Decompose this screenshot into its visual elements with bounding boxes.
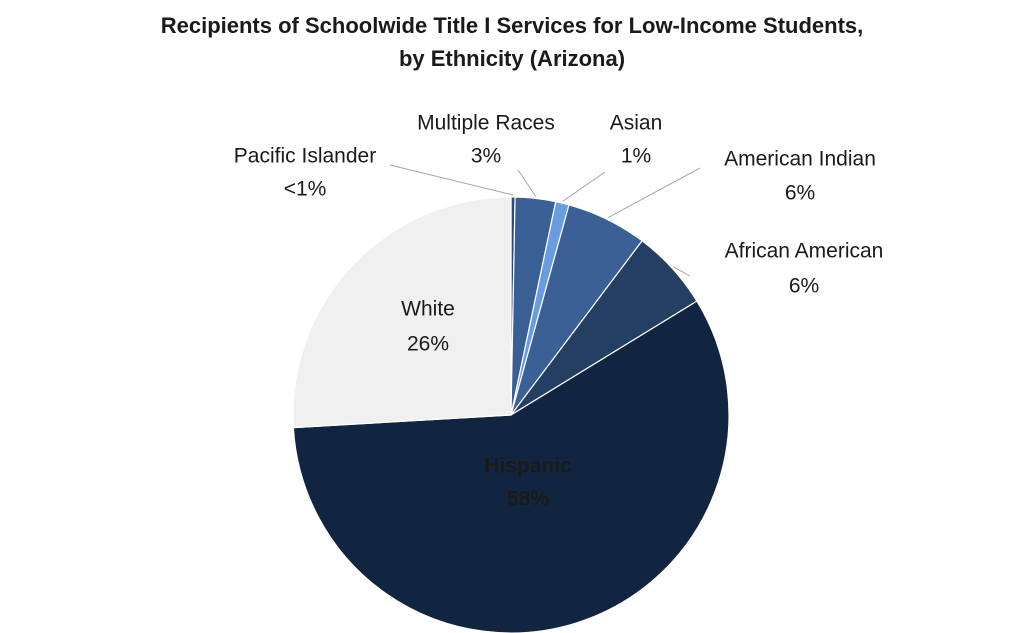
slice-label: Pacific Islander [234, 145, 376, 168]
leader-line [673, 266, 691, 277]
slice-label: Hispanic [484, 455, 572, 478]
value-label: 1% [621, 145, 651, 168]
leader-line [517, 169, 537, 197]
slice-label: Asian [610, 112, 663, 135]
leader-line [389, 164, 514, 196]
value-label: 3% [471, 145, 501, 168]
slice-label: American Indian [724, 148, 876, 171]
slice-label: White [401, 298, 455, 321]
chart-title: by Ethnicity (Arizona) [399, 46, 625, 71]
pie-slice [292, 300, 730, 633]
chart-title: Recipients of Schoolwide Title I Service… [161, 13, 864, 38]
value-label: 26% [407, 333, 449, 356]
value-label: 6% [789, 275, 819, 298]
value-label: 6% [785, 182, 815, 205]
value-label: <1% [284, 178, 327, 201]
value-label: 58% [507, 488, 549, 511]
slice-label: Multiple Races [417, 112, 555, 135]
slice-label: African American [725, 240, 884, 263]
leader-line [607, 167, 701, 219]
leader-line [562, 171, 606, 202]
pie-slice [292, 196, 512, 429]
